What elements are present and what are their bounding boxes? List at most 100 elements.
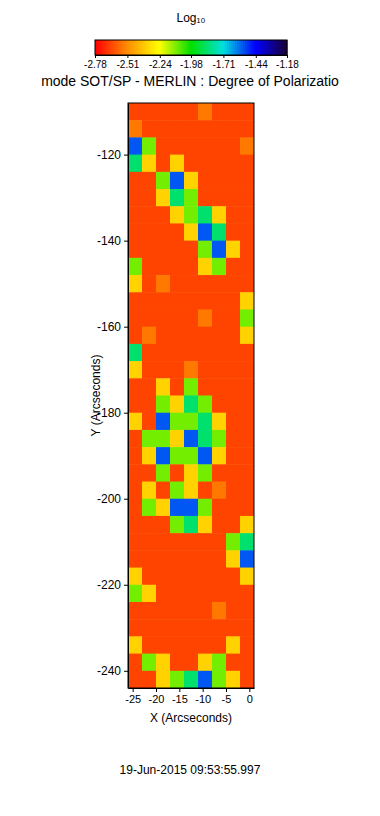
heatmap-cell — [156, 585, 171, 603]
heatmap-cell — [156, 103, 171, 121]
y-tick-mark — [124, 671, 128, 672]
heatmap-cell — [142, 155, 157, 173]
heatmap-cell — [184, 499, 199, 517]
heatmap-cell — [142, 120, 157, 138]
heatmap-cell — [170, 430, 185, 448]
heatmap-cell — [226, 447, 241, 465]
heatmap-cell — [198, 309, 213, 327]
heatmap-cell — [156, 361, 171, 379]
heatmap-cell — [198, 636, 213, 654]
heatmap-cell — [240, 413, 254, 431]
colorbar-tick-mark — [223, 55, 224, 58]
colorbar-tick-mark — [127, 55, 128, 58]
x-tick-label: -20 — [149, 693, 165, 705]
y-tick: -160 — [97, 320, 128, 334]
heatmap-cell — [212, 585, 227, 603]
heatmap-cell — [212, 309, 227, 327]
heatmap-cell — [170, 137, 185, 155]
heatmap-cell — [212, 482, 227, 500]
heatmap-cell — [198, 206, 213, 224]
heatmap-cell — [240, 585, 254, 603]
heatmap-cell — [240, 137, 254, 155]
heatmap-cell — [184, 654, 199, 672]
heatmap-cell — [142, 499, 157, 517]
heatmap-cell — [156, 309, 171, 327]
heatmap-cell — [198, 396, 213, 414]
heatmap-cell — [128, 619, 143, 637]
heatmap-cell — [226, 172, 241, 190]
x-tick-label: -15 — [172, 693, 188, 705]
heatmap-cell — [226, 327, 241, 345]
heatmap-cell — [142, 430, 157, 448]
heatmap-cell — [142, 619, 157, 637]
heatmap-cell — [170, 636, 185, 654]
heatmap-cell — [240, 619, 254, 637]
heatmap-cell — [226, 499, 241, 517]
heatmap-cell — [156, 155, 171, 173]
heatmap-cell — [184, 172, 199, 190]
heatmap-cell — [212, 602, 227, 620]
x-tick-mark — [179, 688, 180, 692]
heatmap-cell — [198, 344, 213, 362]
heatmap-cell — [128, 344, 143, 362]
heatmap-cell — [226, 120, 241, 138]
colorbar-tick: -2.24 — [149, 55, 172, 70]
y-tick-mark — [124, 241, 128, 242]
heatmap-cell — [128, 258, 143, 276]
heatmap-cell — [184, 671, 199, 688]
heatmap-cell — [128, 430, 143, 448]
colorbar-title: Log₁₀ — [176, 11, 205, 25]
heatmap-cell — [240, 309, 254, 327]
heatmap-cell — [142, 309, 157, 327]
colorbar-tick: -1.71 — [213, 55, 236, 70]
heatmap-cell — [128, 137, 143, 155]
heatmap-cell — [128, 378, 143, 396]
heatmap-cell — [198, 447, 213, 465]
heatmap-cell — [128, 568, 143, 586]
heatmap-cell — [184, 396, 199, 414]
heatmap-cell — [156, 550, 171, 568]
x-tick-mark — [156, 688, 157, 692]
heatmap-cell — [170, 241, 185, 259]
heatmap-cell — [156, 533, 171, 551]
heatmap-cell — [156, 172, 171, 190]
heatmap-cell — [170, 292, 185, 310]
x-tick: -25 — [125, 688, 141, 705]
heatmap-cell — [170, 103, 185, 121]
heatmap-cell — [142, 585, 157, 603]
heatmap-cell — [156, 396, 171, 414]
heatmap-cell — [240, 241, 254, 259]
colorbar-tick-label: -2.51 — [117, 59, 140, 70]
heatmap-cell — [226, 516, 241, 534]
heatmap-cell — [198, 464, 213, 482]
heatmap-cell — [156, 241, 171, 259]
heatmap-cell — [128, 327, 143, 345]
heatmap-cell — [184, 602, 199, 620]
heatmap-cell — [156, 654, 171, 672]
heatmap-cell — [142, 482, 157, 500]
heatmap-cell — [156, 258, 171, 276]
heatmap-cell — [226, 396, 241, 414]
heatmap-cell — [170, 396, 185, 414]
heatmap-cell — [198, 258, 213, 276]
colorbar-tick-label: -1.71 — [213, 59, 236, 70]
heatmap-cell — [170, 258, 185, 276]
heatmap-cell — [142, 189, 157, 207]
heatmap-cell — [226, 378, 241, 396]
heatmap-cell — [212, 636, 227, 654]
heatmap-cells — [128, 103, 254, 688]
heatmap-cell — [198, 550, 213, 568]
colorbar-tick: -1.44 — [245, 55, 268, 70]
heatmap-cell — [212, 275, 227, 293]
heatmap-cell — [240, 258, 254, 276]
heatmap-cell — [156, 275, 171, 293]
heatmap-cell — [170, 568, 185, 586]
x-tick-mark — [226, 688, 227, 692]
heatmap-cell — [142, 636, 157, 654]
heatmap-cell — [212, 430, 227, 448]
x-tick-mark — [203, 688, 204, 692]
heatmap-cell — [170, 585, 185, 603]
heatmap-cell — [226, 155, 241, 173]
heatmap-cell — [156, 482, 171, 500]
y-tick: -220 — [97, 578, 128, 592]
